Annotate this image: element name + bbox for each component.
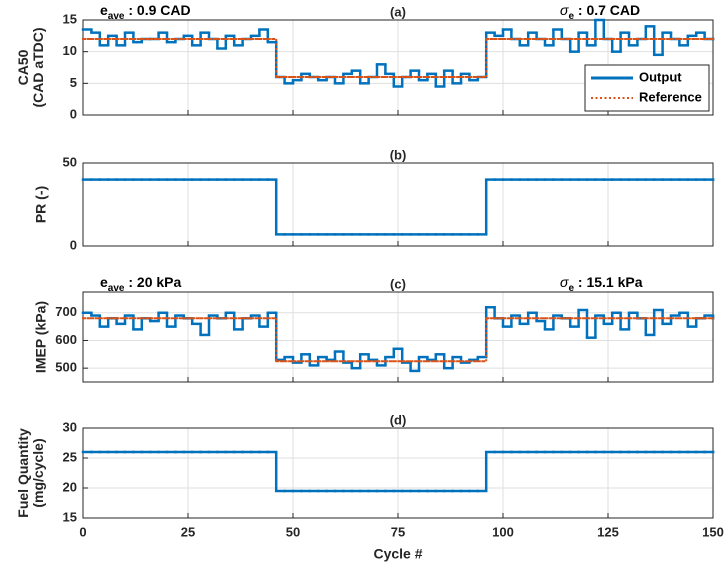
y-tick-label: 700 [55, 304, 77, 319]
plot-frame [82, 19, 714, 116]
y-tick-label: 15 [63, 509, 77, 524]
y-tick-label: 25 [63, 449, 77, 464]
annotation-text: : 20 kPa [124, 274, 181, 290]
y-axis-label: IMEP (kPa) [33, 301, 49, 373]
annotation: σe : 15.1 kPa [560, 274, 643, 294]
annotation-text: : 0.7 CAD [574, 2, 640, 18]
annotation-symbol: e [100, 2, 108, 18]
x-tick-label: 75 [391, 524, 405, 539]
x-tick-label: 100 [492, 524, 514, 539]
x-tick-label: 50 [286, 524, 300, 539]
y-tick-label: 30 [63, 419, 77, 434]
x-tick-label: 25 [181, 524, 195, 539]
annotation-subscript: ave [108, 283, 125, 294]
annotation-text: : 0.9 CAD [124, 2, 190, 18]
y-tick-label: 500 [55, 360, 77, 375]
subplot-title: (c) [390, 276, 406, 291]
x-axis-label: Cycle # [373, 546, 422, 562]
y-axis-label: (mg/cycle) [30, 438, 46, 507]
plot-frame [82, 291, 714, 383]
annotation-subscript: ave [108, 11, 125, 22]
y-axis-label: (CAD aTDC) [30, 27, 46, 107]
plot-frame [82, 427, 714, 519]
y-axis-label: CA50 [15, 49, 31, 85]
y-tick-label: 10 [63, 43, 77, 58]
annotation-subscript: e [568, 283, 574, 294]
legend [584, 64, 710, 112]
y-tick-label: 5 [70, 75, 77, 90]
legend-label: Output [639, 69, 682, 84]
annotation-text: : 15.1 kPa [574, 274, 643, 290]
subplot-title: (a) [390, 4, 406, 19]
y-tick-label: 15 [63, 11, 77, 26]
subplot-title: (d) [390, 412, 407, 427]
annotation-symbol: σ [560, 2, 569, 18]
y-axis-label: Fuel Quantity [15, 428, 31, 518]
plot-frame [82, 162, 714, 247]
annotation: σe : 0.7 CAD [560, 2, 640, 22]
annotation: eave : 20 kPa [100, 274, 182, 294]
subplot-title: (b) [390, 147, 407, 162]
annotation: eave : 0.9 CAD [100, 2, 191, 22]
annotation-subscript: e [568, 11, 574, 22]
x-tick-label: 150 [702, 524, 724, 539]
y-tick-label: 50 [63, 154, 77, 169]
annotation-symbol: e [100, 274, 108, 290]
x-tick-label: 125 [597, 524, 619, 539]
y-tick-label: 0 [70, 106, 77, 121]
annotation-symbol: σ [560, 274, 569, 290]
x-tick-label: 0 [79, 524, 86, 539]
y-tick-label: 0 [70, 237, 77, 252]
y-tick-label: 20 [63, 479, 77, 494]
legend-label: Reference [639, 89, 702, 104]
y-tick-label: 600 [55, 332, 77, 347]
y-axis-label: PR (-) [33, 186, 49, 223]
